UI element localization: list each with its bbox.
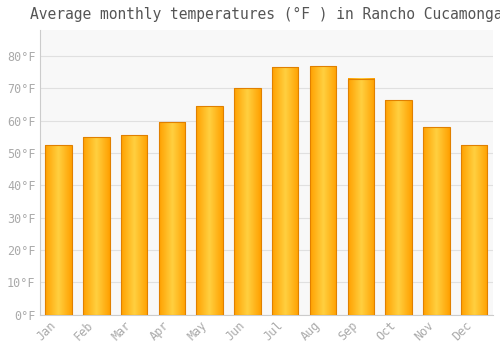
Bar xyxy=(46,145,72,315)
Bar xyxy=(461,145,487,315)
Bar xyxy=(83,137,110,315)
Bar xyxy=(121,135,148,315)
Bar xyxy=(423,127,450,315)
Bar xyxy=(234,88,260,315)
Bar xyxy=(348,78,374,315)
Bar xyxy=(310,66,336,315)
Title: Average monthly temperatures (°F ) in Rancho Cucamonga: Average monthly temperatures (°F ) in Ra… xyxy=(30,7,500,22)
Bar xyxy=(272,67,298,315)
Bar xyxy=(386,100,412,315)
Bar xyxy=(158,122,185,315)
Bar xyxy=(196,106,223,315)
